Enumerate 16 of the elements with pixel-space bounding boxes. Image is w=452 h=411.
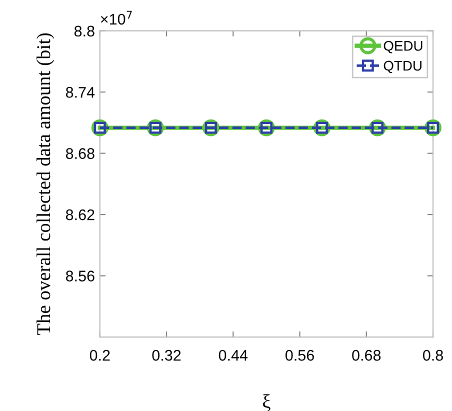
x-tick-label: 0.56	[285, 350, 314, 361]
x-tick-label: 0.32	[152, 350, 181, 361]
x-tick-label: 0.68	[352, 350, 381, 361]
text: ×10$^{7}$	[100, 10, 132, 25]
x-tick-label: 0.8	[422, 350, 443, 361]
y-tick-label: 8.62	[66, 209, 94, 220]
y-tick-label: 8.8	[74, 26, 94, 37]
legend-label: QEDU	[384, 40, 422, 54]
y-tick-label: 8.74	[66, 86, 95, 98]
legend-label: QTDU	[384, 60, 422, 74]
y-tick-label: 8.68	[66, 148, 94, 159]
x-tick-label: 0.2	[90, 350, 110, 361]
y-tick-label: 8.56	[66, 270, 94, 282]
x-tick-label: 0.44	[218, 350, 248, 361]
x-axis-title: ξ	[262, 394, 270, 411]
y-axis-title: The overall collected data amount (bit)	[36, 33, 54, 336]
